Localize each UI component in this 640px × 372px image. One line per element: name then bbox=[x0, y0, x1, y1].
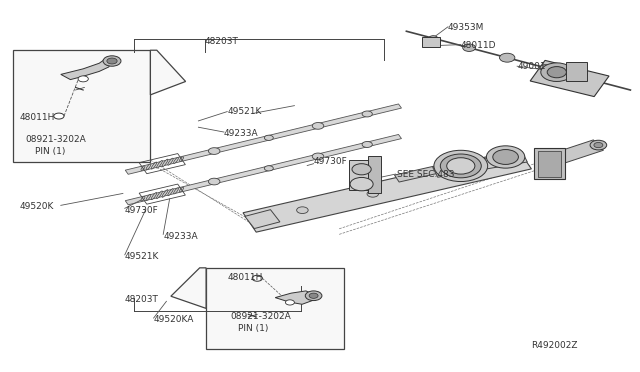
Ellipse shape bbox=[151, 193, 157, 200]
Polygon shape bbox=[171, 268, 206, 308]
Ellipse shape bbox=[168, 189, 173, 196]
Circle shape bbox=[350, 177, 373, 191]
Polygon shape bbox=[61, 59, 112, 80]
Polygon shape bbox=[125, 104, 401, 174]
Ellipse shape bbox=[180, 187, 184, 192]
Bar bbox=[566, 62, 587, 81]
Circle shape bbox=[493, 150, 518, 164]
Bar bbox=[534, 148, 565, 179]
Text: 48011D: 48011D bbox=[461, 41, 496, 50]
Polygon shape bbox=[125, 134, 401, 205]
Text: 49730F: 49730F bbox=[314, 157, 348, 166]
Ellipse shape bbox=[173, 157, 179, 163]
Polygon shape bbox=[150, 50, 186, 95]
Ellipse shape bbox=[162, 159, 168, 167]
Text: 49353M: 49353M bbox=[448, 23, 484, 32]
Text: 49521K: 49521K bbox=[125, 252, 159, 261]
Circle shape bbox=[367, 190, 379, 197]
Ellipse shape bbox=[157, 160, 163, 168]
Polygon shape bbox=[349, 160, 368, 190]
Text: 08921-3202A: 08921-3202A bbox=[26, 135, 86, 144]
Text: 49521K: 49521K bbox=[227, 107, 262, 116]
Circle shape bbox=[312, 153, 324, 160]
Circle shape bbox=[362, 111, 372, 117]
Circle shape bbox=[486, 146, 525, 168]
Text: 49730F: 49730F bbox=[125, 206, 159, 215]
Polygon shape bbox=[394, 162, 457, 182]
Circle shape bbox=[352, 164, 371, 175]
Circle shape bbox=[264, 166, 273, 171]
Circle shape bbox=[312, 122, 324, 129]
Circle shape bbox=[309, 293, 318, 298]
Circle shape bbox=[264, 135, 273, 140]
Polygon shape bbox=[368, 156, 381, 193]
Circle shape bbox=[547, 67, 566, 78]
Ellipse shape bbox=[151, 162, 157, 169]
Circle shape bbox=[429, 36, 438, 41]
Circle shape bbox=[447, 158, 475, 174]
Circle shape bbox=[590, 140, 607, 150]
Circle shape bbox=[434, 150, 488, 182]
Text: 48011H: 48011H bbox=[227, 273, 262, 282]
Text: 49001: 49001 bbox=[517, 62, 546, 71]
Bar bbox=[422, 37, 440, 46]
Text: 48011H: 48011H bbox=[19, 113, 54, 122]
Text: 48203T: 48203T bbox=[125, 295, 159, 304]
Circle shape bbox=[54, 113, 64, 119]
Text: R492002Z: R492002Z bbox=[531, 341, 578, 350]
Circle shape bbox=[252, 275, 262, 281]
Ellipse shape bbox=[146, 164, 151, 170]
Circle shape bbox=[541, 63, 573, 81]
Polygon shape bbox=[530, 60, 609, 97]
Text: PIN (1): PIN (1) bbox=[238, 324, 268, 333]
Text: 49233A: 49233A bbox=[224, 129, 259, 138]
Ellipse shape bbox=[162, 190, 168, 197]
Circle shape bbox=[499, 53, 515, 62]
Text: PIN (1): PIN (1) bbox=[35, 147, 65, 156]
Circle shape bbox=[463, 44, 476, 51]
Ellipse shape bbox=[141, 196, 145, 201]
Text: 49233A: 49233A bbox=[163, 232, 198, 241]
Ellipse shape bbox=[180, 157, 184, 161]
Ellipse shape bbox=[173, 188, 179, 194]
Ellipse shape bbox=[141, 166, 145, 170]
Text: 08921-3202A: 08921-3202A bbox=[230, 312, 291, 321]
Circle shape bbox=[297, 207, 308, 214]
Circle shape bbox=[362, 141, 372, 147]
Bar bbox=[538, 151, 561, 177]
Text: SEE SEC.483: SEE SEC.483 bbox=[397, 170, 454, 179]
Polygon shape bbox=[243, 150, 531, 232]
Circle shape bbox=[594, 142, 603, 148]
Polygon shape bbox=[275, 291, 314, 304]
Ellipse shape bbox=[157, 191, 163, 199]
Circle shape bbox=[107, 58, 117, 64]
Polygon shape bbox=[550, 140, 604, 164]
Text: 48203T: 48203T bbox=[205, 37, 239, 46]
Circle shape bbox=[78, 76, 88, 82]
Ellipse shape bbox=[146, 194, 151, 201]
Bar bbox=[206, 268, 344, 349]
Circle shape bbox=[285, 300, 294, 305]
Circle shape bbox=[103, 56, 121, 66]
Text: 49520KA: 49520KA bbox=[154, 315, 194, 324]
Ellipse shape bbox=[168, 158, 173, 165]
Polygon shape bbox=[433, 152, 527, 177]
Circle shape bbox=[209, 148, 220, 154]
Circle shape bbox=[209, 178, 220, 185]
Circle shape bbox=[305, 291, 322, 301]
Circle shape bbox=[540, 65, 550, 71]
Circle shape bbox=[440, 154, 481, 178]
Polygon shape bbox=[245, 210, 280, 228]
Text: 49520K: 49520K bbox=[19, 202, 54, 211]
Bar bbox=[13, 50, 150, 162]
